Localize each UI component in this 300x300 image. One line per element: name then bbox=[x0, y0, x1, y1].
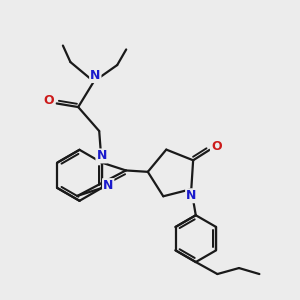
Text: N: N bbox=[90, 69, 101, 82]
Text: N: N bbox=[103, 179, 113, 192]
Text: O: O bbox=[44, 94, 54, 107]
Text: N: N bbox=[96, 149, 107, 163]
Text: N: N bbox=[186, 189, 196, 202]
Text: O: O bbox=[211, 140, 221, 153]
